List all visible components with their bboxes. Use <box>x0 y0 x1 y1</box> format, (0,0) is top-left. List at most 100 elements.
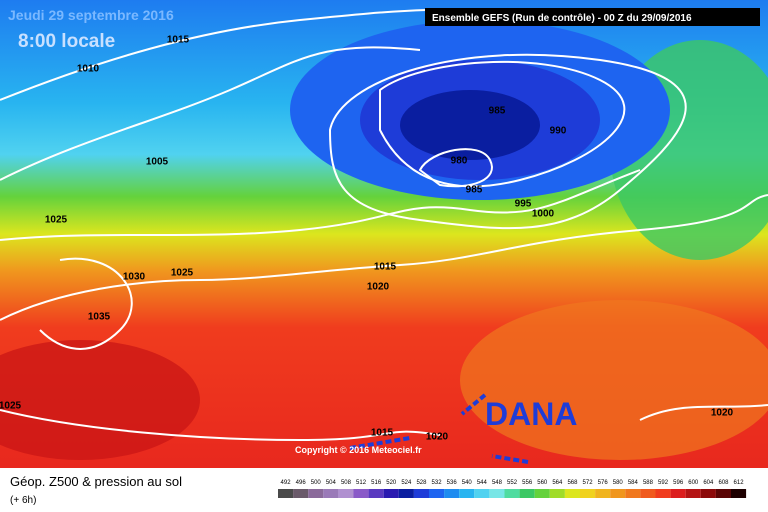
isobar-label: 1005 <box>146 157 169 168</box>
legend-swatch <box>293 489 309 498</box>
legend-swatch <box>474 489 490 498</box>
isobar-line <box>0 46 421 181</box>
legend-swatch <box>353 489 369 498</box>
legend-swatch <box>413 489 429 498</box>
legend-swatch <box>338 489 354 498</box>
isobar-label: 1000 <box>532 209 555 220</box>
legend-label: 592 <box>658 480 669 486</box>
legend-swatch <box>640 489 656 498</box>
legend-label: 552 <box>507 480 518 486</box>
field <box>0 340 200 460</box>
isobars <box>0 8 768 442</box>
arrow <box>460 393 487 416</box>
field <box>460 300 768 460</box>
legend-label: 540 <box>462 480 473 486</box>
legend-swatch <box>595 489 611 498</box>
legend-label: 588 <box>643 480 654 486</box>
legend-label: 608 <box>718 480 729 486</box>
legend-swatch <box>670 489 686 498</box>
legend-swatch <box>534 489 550 498</box>
isobar-label: 1020 <box>367 282 390 293</box>
isobar-label: 990 <box>550 126 567 137</box>
isobar-label: 1015 <box>371 428 394 439</box>
legend-swatch <box>731 489 747 498</box>
legend-swatch <box>715 489 731 498</box>
isobar-line <box>0 194 768 321</box>
isobar-line <box>328 53 687 230</box>
legend-swatch <box>519 489 535 498</box>
legend-subtitle: (+ 6h) <box>10 495 36 506</box>
field <box>400 90 540 160</box>
arrows <box>349 393 529 464</box>
date-label: Jeudi 29 septembre 2016 <box>8 7 174 23</box>
annotation: DANA <box>485 396 577 432</box>
legend-swatch <box>308 489 324 498</box>
legend-swatch <box>700 489 716 498</box>
copyright: Copyright © 2016 Meteociel.fr <box>295 445 422 455</box>
legend-label: 492 <box>281 480 292 486</box>
legend-label: 580 <box>613 480 624 486</box>
legend-label: 496 <box>296 480 307 486</box>
legend-title: Géop. Z500 & pression au sol <box>10 474 182 489</box>
legend-swatch <box>489 489 505 498</box>
legend-swatch <box>429 489 445 498</box>
legend-label: 500 <box>311 480 322 486</box>
legend-label: 532 <box>432 480 443 486</box>
legend-label: 576 <box>598 480 609 486</box>
legend-label: 564 <box>552 480 563 486</box>
legend-label: 516 <box>371 480 382 486</box>
legend-label: 504 <box>326 480 337 486</box>
legend-label: 512 <box>356 480 367 486</box>
isobar-label: 1020 <box>426 432 449 443</box>
legend-swatch <box>504 489 520 498</box>
legend-label: 568 <box>567 480 578 486</box>
legend-label: 560 <box>537 480 548 486</box>
isobar-line <box>418 148 493 188</box>
legend-swatch <box>459 489 475 498</box>
isobar-label: 1025 <box>45 215 68 226</box>
isobar-line <box>639 404 768 421</box>
legend-label: 524 <box>401 480 412 486</box>
arrow <box>349 436 411 450</box>
legend-label: 556 <box>522 480 533 486</box>
isobar-label: 1010 <box>77 64 100 75</box>
isobar-label: 1030 <box>123 272 146 283</box>
legend-label: 520 <box>386 480 397 486</box>
legend-label: 612 <box>734 480 745 486</box>
isobar-label: 985 <box>489 106 506 117</box>
run-label: Ensemble GEFS (Run de contrôle) - 00 Z d… <box>432 13 692 24</box>
legend-swatch <box>610 489 626 498</box>
legend-swatch <box>323 489 339 498</box>
arrow <box>491 454 529 464</box>
isobar-label: 1025 <box>0 401 22 412</box>
legend-swatch <box>549 489 565 498</box>
legend-swatch <box>398 489 414 498</box>
legend-label: 584 <box>628 480 639 486</box>
isobar-label: 995 <box>515 199 532 210</box>
time-label: 8:00 locale <box>18 31 115 52</box>
isobar-label: 980 <box>451 156 468 167</box>
legend-label: 600 <box>688 480 699 486</box>
legend-label: 536 <box>447 480 458 486</box>
isobar-label: 1020 <box>711 408 734 419</box>
legend-label: 528 <box>416 480 427 486</box>
isobar-line <box>0 169 641 241</box>
legend-label: 572 <box>583 480 594 486</box>
legend-label: 596 <box>673 480 684 486</box>
legend-swatch <box>368 489 384 498</box>
legend-label: 508 <box>341 480 352 486</box>
isobar-label: 1015 <box>167 35 190 46</box>
legend-label: 544 <box>477 480 488 486</box>
legend-swatch <box>580 489 596 498</box>
legend-swatch <box>564 489 580 498</box>
isobar-line <box>39 257 133 350</box>
legend-label: 604 <box>703 480 714 486</box>
isobar-label: 1015 <box>374 262 397 273</box>
legend-swatch <box>278 489 294 498</box>
isobar-label: 1025 <box>171 268 194 279</box>
run-box <box>425 8 760 26</box>
legend-swatch <box>444 489 460 498</box>
legend-swatch <box>655 489 671 498</box>
